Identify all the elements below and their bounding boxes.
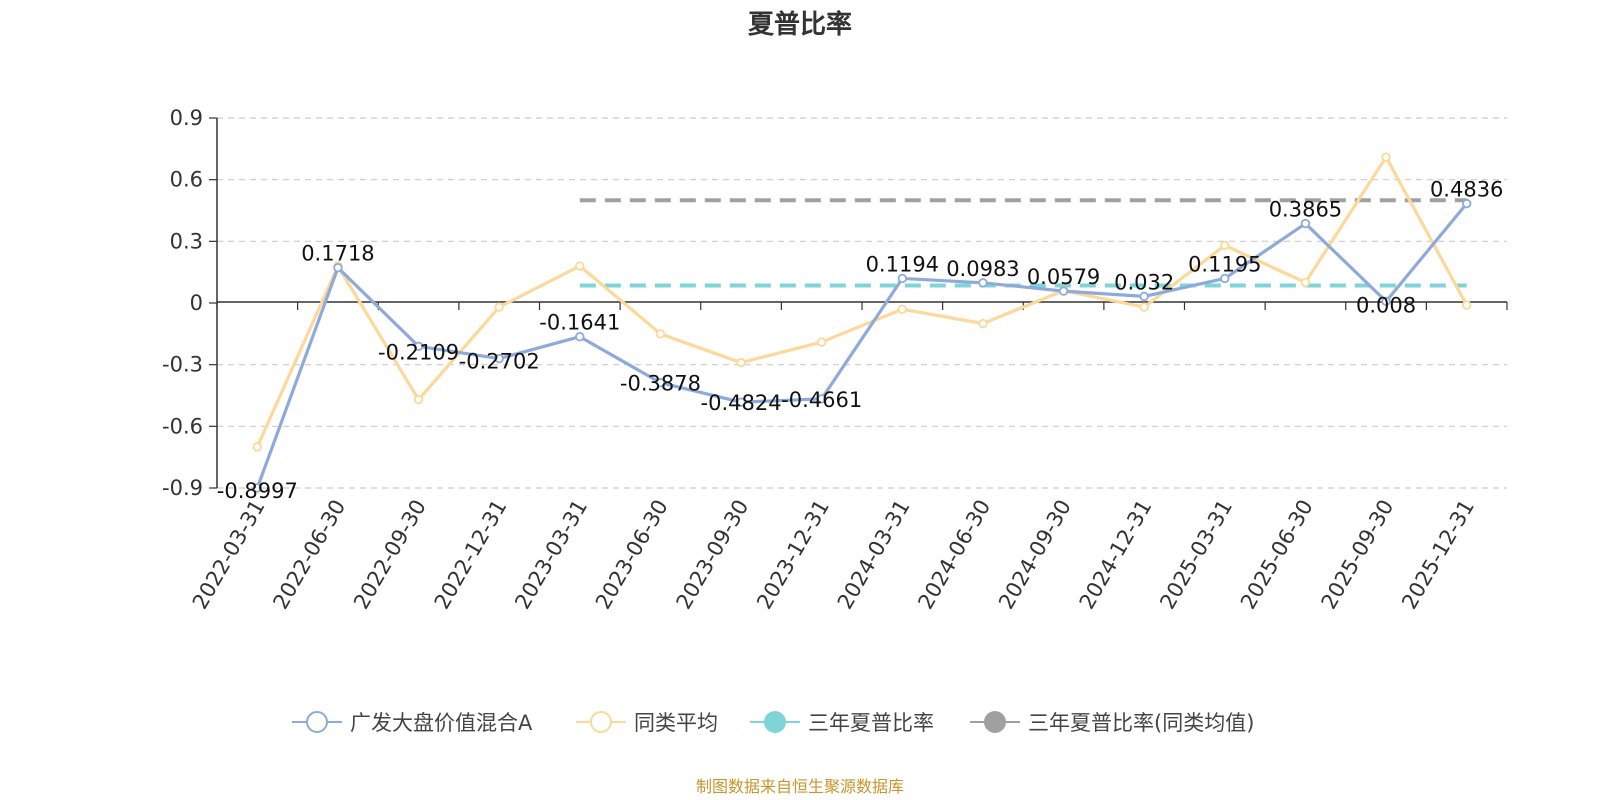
fund-point <box>1058 286 1069 296</box>
data-label: 0.008 <box>1356 293 1416 317</box>
avg-point <box>655 329 666 339</box>
x-tick-label: 2025-12-31 <box>1397 496 1479 614</box>
data-label: -0.2109 <box>378 340 459 364</box>
fund-point <box>1381 296 1391 307</box>
x-tick-label: 2025-03-31 <box>1155 496 1237 614</box>
x-tick-label: 2022-03-31 <box>188 496 270 614</box>
x-tick-label: 2025-09-30 <box>1317 496 1399 614</box>
x-tick-label: 2023-03-31 <box>510 496 592 614</box>
legend: 广发大盘价值混合A 同类平均 三年夏普比率 三年夏普比率(同类均值) <box>292 711 1254 735</box>
avg-point <box>575 261 585 271</box>
data-label: -0.3878 <box>620 372 701 396</box>
legend-marker <box>764 711 786 733</box>
x-tick-label: 2023-09-30 <box>672 496 754 614</box>
y-tick-label: -0.6 <box>162 414 203 438</box>
y-tick-label: 0 <box>190 291 203 315</box>
grid-lines <box>217 117 1507 489</box>
x-tick-label: 2024-09-30 <box>994 496 1076 614</box>
data-label: -0.8997 <box>217 479 298 503</box>
fund-point <box>1300 218 1311 229</box>
data-label: 0.0579 <box>1027 265 1100 289</box>
chart-title: 夏普比率 <box>748 9 852 40</box>
x-tick-label: 2024-06-30 <box>913 496 995 614</box>
data-label: -0.2702 <box>459 350 540 374</box>
y-tick-label: 0.6 <box>170 168 203 192</box>
data-labels: -0.8997 0.1718 -0.2109 -0.2702 -0.1641 -0.387… <box>217 178 1504 503</box>
avg-point <box>978 318 988 329</box>
source-note: 制图数据来自恒生聚源数据库 <box>696 777 904 796</box>
avg-point <box>494 302 504 312</box>
x-tick-label: 2025-06-30 <box>1236 496 1318 614</box>
avg-point <box>1381 152 1391 162</box>
legend-marker <box>306 711 328 733</box>
reference-lines <box>579 198 1467 288</box>
axes: 0.9 0.6 0.3 0 -0.3 -0.6 -0.92022-03-312022-06-… <box>162 106 1508 614</box>
fund-point <box>816 394 827 404</box>
data-label: 0.0983 <box>946 257 1019 281</box>
x-tick-label: 2022-09-30 <box>349 496 431 614</box>
avg-point <box>413 394 424 405</box>
x-tick-label: 2024-03-31 <box>833 496 915 614</box>
fund-point <box>1139 291 1149 302</box>
avg-point <box>1300 277 1311 288</box>
x-tick-label: 2023-12-31 <box>752 496 834 614</box>
data-label: -0.4824 <box>701 391 782 415</box>
y-tick-label: 0.9 <box>170 106 203 130</box>
data-label: -0.4661 <box>781 388 862 412</box>
fund-point <box>575 332 585 342</box>
fund-point <box>978 278 988 288</box>
fund-point <box>252 483 263 493</box>
fund-point <box>494 353 504 364</box>
avg-point <box>252 442 263 452</box>
legend-label: 广发大盘价值混合A <box>350 711 533 735</box>
data-label: 0.3865 <box>1269 198 1342 222</box>
legend-label: 同类平均 <box>634 711 718 735</box>
series-lines <box>252 152 1472 493</box>
fund-point <box>1461 198 1472 209</box>
y-tick-label: -0.9 <box>162 476 203 500</box>
x-tick-label: 2022-06-30 <box>268 496 350 614</box>
avg-point <box>897 304 908 314</box>
avg-point <box>816 337 827 347</box>
legend-marker <box>984 711 1006 733</box>
fund-point <box>897 273 908 284</box>
x-tick-label: 2024-12-31 <box>1075 496 1157 614</box>
fund-point <box>655 378 666 388</box>
data-label: 0.1718 <box>301 242 374 266</box>
data-label: 0.4836 <box>1430 178 1503 202</box>
fund-point <box>413 341 424 352</box>
x-tick-label: 2023-06-30 <box>591 496 673 614</box>
fund-point <box>1220 273 1230 284</box>
data-label: 0.032 <box>1114 270 1174 294</box>
data-label: 0.1195 <box>1188 252 1261 276</box>
legend-label: 三年夏普比率(同类均值) <box>1028 711 1254 735</box>
fund-series-line <box>255 202 1468 489</box>
avg-point <box>1139 302 1149 312</box>
x-tick-label: 2022-12-31 <box>430 496 512 614</box>
legend-marker <box>590 711 612 733</box>
y-tick-label: -0.3 <box>162 353 203 377</box>
fund-point <box>333 262 343 273</box>
y-tick-label: 0.3 <box>170 229 203 253</box>
data-label: -0.1641 <box>539 311 620 335</box>
avg-point <box>736 357 746 368</box>
avg-point <box>1461 300 1472 310</box>
fund-point <box>736 397 746 407</box>
avg-point <box>1220 240 1230 251</box>
data-label: 0.1194 <box>866 252 939 276</box>
legend-label: 三年夏普比率 <box>808 711 934 735</box>
